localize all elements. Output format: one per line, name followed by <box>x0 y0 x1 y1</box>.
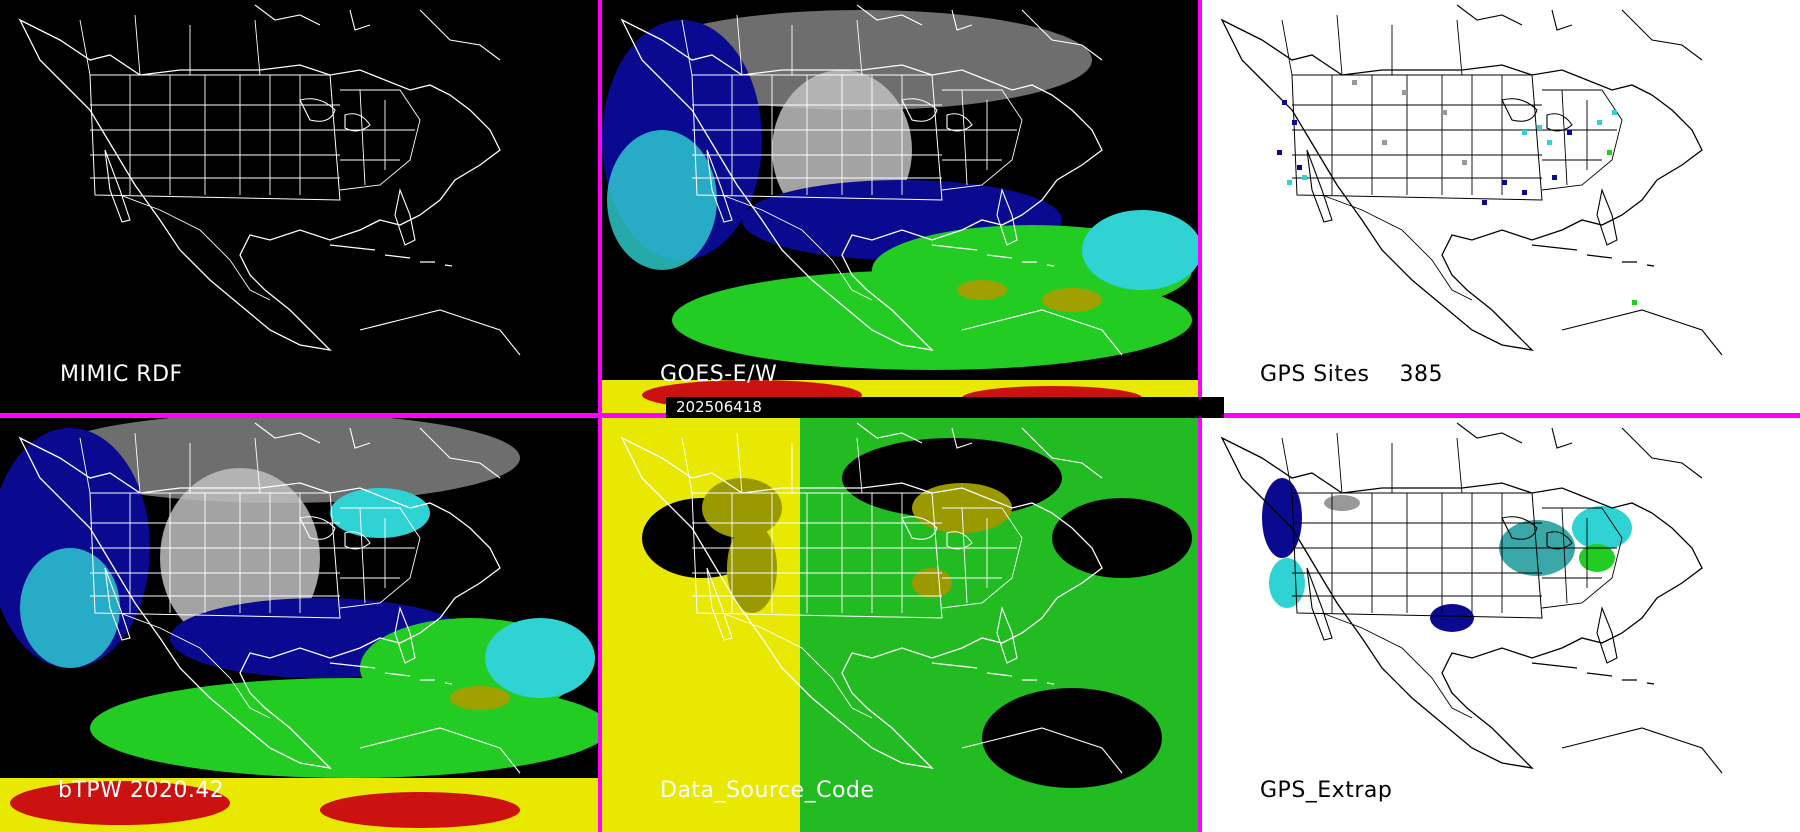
panel-data-source-code: Data_Source_Code <box>602 418 1198 832</box>
map-data-source-code <box>602 418 1198 832</box>
panel-gps-sites: GPS Sites 385 <box>1202 0 1800 413</box>
timestamp-label: 202506418 <box>666 397 1224 418</box>
map-btpw <box>0 418 598 832</box>
panel-label-goes: GOES-E/W <box>660 362 778 387</box>
panel-mimic-rdf: MIMIC RDF <box>0 0 598 413</box>
panel-label-gps-sites: GPS Sites 385 <box>1260 362 1443 387</box>
panel-goes: GOES-E/W <box>602 0 1198 413</box>
panel-label-mimic-rdf: MIMIC RDF <box>60 362 183 387</box>
panel-gps-extrap: GPS_Extrap <box>1202 418 1800 832</box>
panel-btpw: bTPW 2020.42 <box>0 418 598 832</box>
map-goes <box>602 4 1198 413</box>
map-mimic-rdf <box>19 4 521 356</box>
panel-label-btpw: bTPW 2020.42 <box>58 778 225 803</box>
panel-label-data-source-code: Data_Source_Code <box>660 778 875 803</box>
map-gps-sites <box>1221 4 1723 356</box>
map-gps-extrap <box>1221 422 1723 774</box>
panel-label-gps-extrap: GPS_Extrap <box>1260 778 1393 803</box>
